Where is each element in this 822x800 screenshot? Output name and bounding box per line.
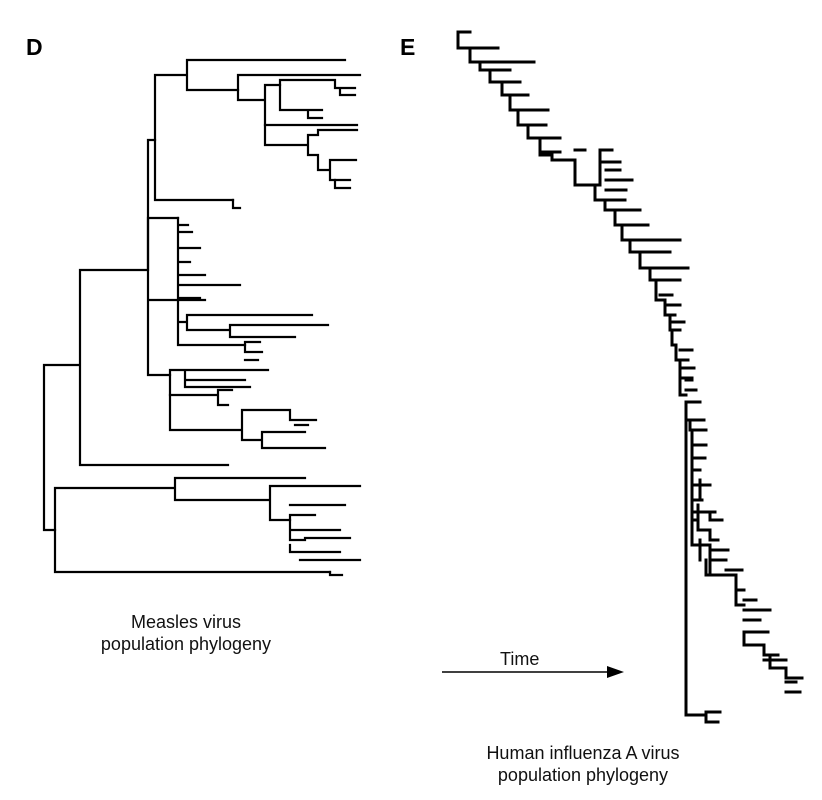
time-label: Time	[500, 649, 539, 669]
panel-e-caption-line-2: population phylogeny	[498, 765, 668, 785]
panel-e-caption-line-1: Human influenza A virus	[486, 743, 679, 763]
panel-d-letter: D	[26, 34, 43, 60]
panel-d-caption-line-1: Measles virus	[131, 612, 241, 632]
panel-e: E Ti	[400, 30, 804, 785]
panel-e-letter: E	[400, 34, 415, 60]
time-arrow: Time	[442, 649, 624, 678]
panel-d-caption-line-2: population phylogeny	[101, 634, 271, 654]
time-arrow-head	[607, 666, 624, 678]
measles-phylogeny-tree	[42, 58, 362, 577]
panel-d: D Measles virus population phylogeny	[26, 34, 362, 654]
influenza-phylogeny-tree	[456, 30, 804, 724]
